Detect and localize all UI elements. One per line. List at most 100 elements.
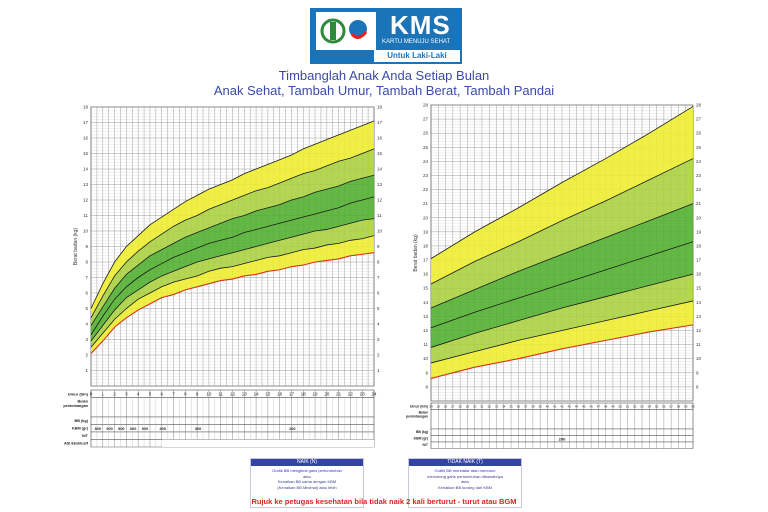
ministry-emblem <box>316 12 376 50</box>
y-tick-label: 13 <box>423 314 429 319</box>
note-naik-title: NAIK (N) <box>251 459 363 466</box>
x-tick-label: 3 <box>125 392 128 397</box>
y-tick-label: 18 <box>377 105 383 110</box>
y-tick-label: 17 <box>83 120 89 125</box>
kbm-value: 400 <box>159 427 165 431</box>
table-row-label: ASI Eksklusif <box>64 442 89 446</box>
y-tick-label: 25 <box>696 145 702 150</box>
growth-band <box>431 203 693 328</box>
x-tick-label: 44 <box>575 405 579 409</box>
table-row-label: N/T <box>82 434 89 438</box>
y-tick-label: 8 <box>696 384 699 389</box>
growth-curve <box>430 203 694 309</box>
note-naik: NAIK (N) Grafik BB mengikuti garis pertu… <box>250 458 364 508</box>
x-tick-label: 8 <box>184 392 187 397</box>
note-tidak-naik: TIDAK NAIK (T) Grafik BB mendatar atau m… <box>408 458 522 508</box>
y-tick-label: 11 <box>423 342 428 347</box>
y-tick-label: 26 <box>423 131 429 136</box>
y-tick-label: 6 <box>85 291 88 296</box>
y-tick-label: 15 <box>377 151 383 156</box>
y-tick-label: 23 <box>423 173 429 178</box>
y-tick-label: 15 <box>423 286 429 291</box>
referral-note: Rujuk ke petugas kesehatan bila tidak na… <box>251 497 517 506</box>
x-tick-label: 35 <box>509 405 513 409</box>
y-tick-label: 27 <box>423 117 429 122</box>
table-row-label: penimbangan <box>406 415 428 419</box>
x-tick-label: 40 <box>546 405 550 409</box>
y-tick-label: 19 <box>423 229 429 234</box>
y-tick-label: 8 <box>425 384 428 389</box>
x-tick-label: 12 <box>230 392 236 397</box>
y-tick-label: 27 <box>696 117 702 122</box>
growth-curve <box>430 241 694 329</box>
note-naik-line: atau <box>303 473 311 479</box>
kbm-value: 200 <box>559 437 566 442</box>
y-tick-label: 10 <box>696 356 702 361</box>
x-tick-label: 1 <box>102 392 105 397</box>
y-tick-label: 6 <box>377 291 380 296</box>
x-tick-label: 24 <box>429 405 433 409</box>
y-tick-label: 21 <box>696 201 702 206</box>
kbm-value: 300 <box>195 427 201 431</box>
note-tidak-line: Grafik BB mendatar atau menurun <box>434 468 496 473</box>
y-tick-label: 9 <box>425 370 428 375</box>
kms-subtitle: KARTU MENUJU SEHAT <box>382 39 451 45</box>
x-tick-label: 7 <box>172 392 175 397</box>
note-tidak-line: atau <box>461 479 469 484</box>
x-tick-label: 11 <box>218 392 223 397</box>
x-tick-label: 22 <box>348 392 354 397</box>
table-row-label: BB (kg) <box>75 419 89 423</box>
table-row-label: Umur (bln) <box>68 392 89 397</box>
bgm-line <box>90 252 375 354</box>
x-tick-label: 9 <box>196 392 199 397</box>
kbm-value: 600 <box>130 427 136 431</box>
y-tick-label: 16 <box>423 272 429 277</box>
x-tick-label: 50 <box>619 405 623 409</box>
y-tick-label: 24 <box>423 159 429 164</box>
kbm-value: 800 <box>118 427 124 431</box>
x-tick-label: 6 <box>160 392 163 397</box>
x-tick-label: 2 <box>113 392 116 397</box>
growth-curve <box>430 106 694 259</box>
y-tick-label: 28 <box>696 103 702 108</box>
growth-curve <box>90 218 375 342</box>
note-tidak-title: TIDAK NAIK (T) <box>409 459 521 466</box>
y-tick-label: 21 <box>423 201 429 206</box>
x-tick-label: 56 <box>662 405 666 409</box>
y-tick-label: 16 <box>83 136 89 141</box>
y-tick-label: 14 <box>423 300 429 305</box>
y-tick-label: 19 <box>696 229 702 234</box>
y-tick-label: 17 <box>696 258 702 263</box>
x-tick-label: 32 <box>488 405 492 409</box>
y-tick-label: 10 <box>423 356 429 361</box>
x-tick-label: 5 <box>149 392 152 397</box>
x-tick-label: 59 <box>684 405 688 409</box>
x-tick-label: 15 <box>265 392 271 397</box>
x-tick-label: 18 <box>301 392 307 397</box>
growth-curve <box>430 300 694 364</box>
y-tick-label: 10 <box>377 229 383 234</box>
y-tick-label: 25 <box>423 145 429 150</box>
x-tick-label: 16 <box>277 392 283 397</box>
x-tick-label: 23 <box>360 392 366 397</box>
note-naik-line: (Kenaikan BB Minimal) atau lebih <box>277 484 337 490</box>
x-tick-label: 4 <box>137 392 140 397</box>
y-tick-label: 11 <box>377 213 382 218</box>
x-tick-label: 38 <box>531 405 535 409</box>
x-tick-label: 14 <box>254 392 260 397</box>
x-tick-label: 36 <box>517 405 521 409</box>
y-tick-label: 7 <box>377 275 380 280</box>
table-row-label: Bulan <box>419 411 428 415</box>
growth-curve <box>90 148 375 318</box>
x-tick-label: 52 <box>633 405 637 409</box>
y-tick-label: 12 <box>83 198 89 203</box>
growth-band <box>431 300 693 379</box>
y-tick-label: 7 <box>85 275 88 280</box>
table-row-label: Umur (bln) <box>410 405 429 409</box>
table-row-label: BB (kg) <box>416 430 428 434</box>
y-tick-label: 11 <box>696 342 701 347</box>
y-tick-label: 14 <box>83 167 89 172</box>
y-tick-label: 20 <box>696 215 702 220</box>
y-tick-label: 9 <box>696 370 699 375</box>
